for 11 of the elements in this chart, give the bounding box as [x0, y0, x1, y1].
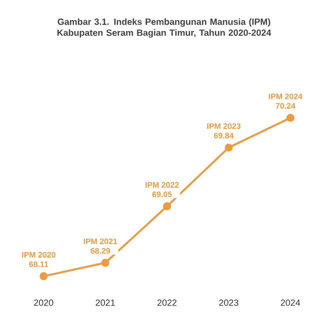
x-tick-label: 2020	[34, 300, 54, 306]
point	[40, 272, 48, 280]
x-tick-label: 2024	[280, 300, 300, 306]
x-tick-label: 2021	[96, 300, 115, 306]
x-tick-label: 2022	[157, 300, 177, 306]
point	[163, 202, 171, 210]
point	[101, 258, 110, 267]
chart-title: Gambar 3.1. Indeks Pembangunan Manusia (IPM) Kabupaten Seram Bagian Timur, Tahun 2020-2024	[57, 18, 272, 38]
x-tick-label: 2023	[219, 300, 238, 306]
point	[224, 144, 233, 152]
point	[286, 114, 294, 122]
